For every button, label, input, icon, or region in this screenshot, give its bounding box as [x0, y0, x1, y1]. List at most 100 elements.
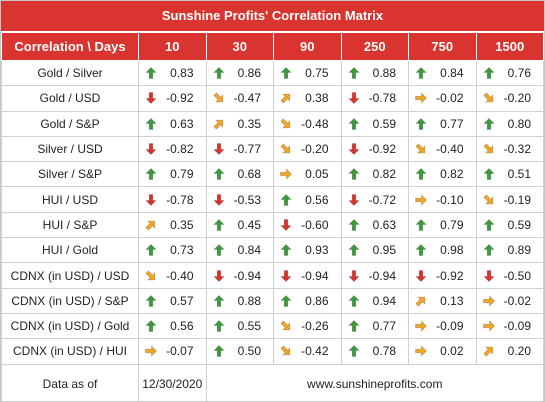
cell-content: 0.78 [342, 344, 409, 358]
cell-content: 0.82 [409, 167, 476, 181]
cell-content: -0.53 [207, 193, 274, 207]
arrow [145, 320, 157, 332]
arrow-icon [482, 143, 493, 154]
cell-content: -0.92 [409, 269, 476, 283]
arrow-icon [415, 67, 427, 79]
arrow-icon [280, 168, 292, 181]
value: -0.10 [436, 192, 464, 207]
value: 0.98 [440, 243, 464, 258]
footer-date: 12/30/2020 [138, 363, 207, 401]
footer-row: Data as of 12/30/2020 www.sunshineprofit… [1, 363, 544, 401]
arrow-icon [280, 345, 291, 356]
value-cell: 0.88 [205, 287, 274, 314]
cell-content: -0.09 [409, 319, 476, 333]
value-cell: 0.82 [340, 161, 409, 188]
value: -0.40 [436, 142, 464, 157]
arrow-icon [145, 67, 157, 79]
cell-content: -0.92 [139, 91, 206, 105]
arrow-icon [347, 218, 360, 231]
cell-content: -0.94 [207, 269, 274, 283]
table-row: HUI / Gold 0.73 0.84 0.93 0.95 0.98 0.89 [1, 237, 544, 264]
arrow-icon [482, 92, 493, 103]
arrow-icon [280, 118, 291, 128]
arrow [145, 143, 157, 155]
value-cell: 0.89 [475, 237, 544, 264]
cell-content: 0.05 [274, 167, 341, 181]
cell-content: 0.02 [409, 344, 476, 358]
arrow-icon [212, 345, 225, 358]
arrow-icon [212, 168, 225, 181]
arrow-icon [280, 143, 291, 154]
value: -0.09 [436, 319, 464, 334]
row-label: HUI / USD [1, 186, 139, 213]
value-cell: -0.47 [205, 85, 274, 112]
table-row: Gold / S&P 0.63 0.35 -0.48 0.59 0.77 0.80 [1, 110, 544, 137]
value-cell: 0.35 [138, 211, 207, 239]
value: 0.84 [237, 243, 261, 258]
value: -0.94 [233, 268, 261, 283]
arrow-icon [280, 244, 292, 257]
value: -0.48 [301, 116, 329, 131]
row-label: CDNX (in USD) / HUI [1, 338, 139, 365]
value-cell: 0.78 [340, 338, 409, 365]
cell-content: 0.94 [342, 294, 409, 308]
footer-url: www.sunshineprofits.com [205, 363, 544, 401]
value: 0.68 [237, 167, 261, 182]
value-cell: -0.72 [340, 186, 409, 213]
arrow [145, 92, 157, 105]
arrow [347, 67, 360, 79]
arrow [280, 94, 291, 105]
row-label: CDNX (in USD) / Gold [1, 312, 139, 340]
cell-content: 0.35 [139, 218, 206, 232]
arrow-icon [482, 218, 495, 231]
value: 0.45 [237, 217, 261, 232]
value-cell: 0.35 [205, 110, 274, 137]
arrow [482, 117, 495, 130]
value-cell: 0.56 [273, 186, 342, 213]
value-cell: 0.83 [138, 59, 207, 87]
cell-content: 0.98 [409, 243, 476, 257]
row-label: Silver / S&P [1, 161, 139, 188]
value: 0.57 [170, 293, 194, 308]
value: -0.77 [233, 142, 261, 157]
arrow [212, 345, 225, 358]
arrow [280, 67, 292, 79]
column-header: Correlation \ Days [1, 32, 139, 61]
cell-content: 0.84 [409, 66, 476, 80]
value-cell: -0.10 [408, 186, 477, 213]
value-cell: 0.20 [475, 338, 544, 365]
arrow [145, 269, 156, 280]
table-row: Silver / S&P 0.79 0.68 0.05 0.82 0.82 0.51 [1, 161, 544, 188]
arrow [347, 168, 360, 181]
cell-content: 0.93 [274, 243, 341, 257]
arrow [280, 168, 292, 181]
value-cell: -0.94 [273, 262, 342, 289]
cell-content: -0.40 [139, 269, 206, 283]
arrow [347, 92, 360, 105]
arrow-icon [145, 92, 157, 105]
arrow [415, 218, 427, 231]
arrow-icon [280, 320, 291, 331]
arrow-icon [347, 320, 360, 332]
cell-content: -0.48 [274, 117, 341, 131]
arrow-icon [482, 244, 495, 257]
arrow [145, 345, 157, 358]
arrow-icon [280, 193, 292, 206]
value: -0.60 [301, 217, 329, 232]
arrow [145, 168, 157, 181]
arrow [280, 219, 292, 231]
row-label: Gold / S&P [1, 110, 139, 137]
arrow [212, 92, 223, 103]
cell-content: 0.83 [139, 66, 206, 80]
arrow-icon [482, 168, 495, 181]
cell-content: 0.75 [274, 66, 341, 80]
arrow-icon [482, 347, 493, 357]
value-cell: -0.02 [475, 287, 544, 314]
value-cell: 0.68 [205, 161, 274, 188]
arrow-icon [212, 218, 225, 231]
column-header: 10 [138, 32, 207, 61]
arrow-icon [145, 168, 157, 181]
cell-content: 0.76 [477, 66, 544, 80]
arrow [212, 218, 225, 231]
value: 0.05 [305, 167, 329, 182]
